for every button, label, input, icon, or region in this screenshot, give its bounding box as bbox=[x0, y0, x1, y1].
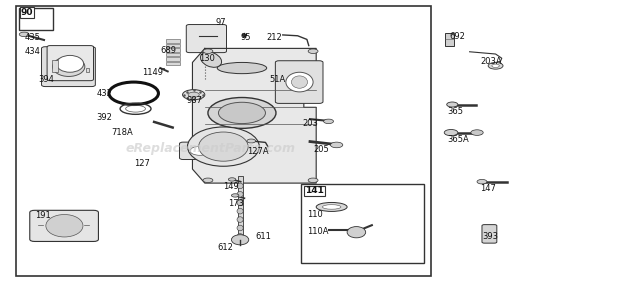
Text: 392: 392 bbox=[97, 113, 112, 122]
Bar bbox=[167, 53, 180, 56]
Ellipse shape bbox=[53, 57, 85, 76]
Ellipse shape bbox=[471, 130, 483, 135]
Ellipse shape bbox=[237, 191, 243, 197]
Circle shape bbox=[188, 92, 199, 97]
FancyBboxPatch shape bbox=[186, 25, 226, 53]
Bar bbox=[167, 39, 180, 43]
Text: 987: 987 bbox=[186, 96, 202, 105]
Circle shape bbox=[330, 142, 343, 148]
FancyBboxPatch shape bbox=[30, 210, 99, 241]
Text: 90: 90 bbox=[20, 8, 33, 17]
Bar bbox=[167, 49, 180, 52]
Bar bbox=[167, 44, 180, 47]
Circle shape bbox=[308, 178, 318, 182]
Bar bbox=[445, 33, 454, 46]
Ellipse shape bbox=[187, 127, 259, 166]
Text: 434: 434 bbox=[24, 47, 40, 56]
Text: 365A: 365A bbox=[448, 135, 469, 144]
Bar bbox=[52, 60, 58, 72]
Ellipse shape bbox=[218, 102, 265, 124]
Ellipse shape bbox=[231, 235, 249, 245]
Text: 173: 173 bbox=[228, 199, 244, 208]
Text: 612: 612 bbox=[217, 243, 233, 252]
Bar bbox=[167, 57, 180, 61]
Circle shape bbox=[445, 129, 458, 136]
Text: 611: 611 bbox=[255, 232, 272, 241]
Ellipse shape bbox=[322, 205, 341, 209]
Circle shape bbox=[190, 146, 210, 155]
Ellipse shape bbox=[46, 215, 83, 237]
Ellipse shape bbox=[291, 76, 308, 88]
Ellipse shape bbox=[200, 52, 221, 67]
Bar bbox=[16, 6, 431, 276]
Text: 718A: 718A bbox=[111, 128, 133, 137]
Ellipse shape bbox=[237, 233, 243, 239]
Text: 51A: 51A bbox=[270, 75, 286, 84]
Ellipse shape bbox=[316, 202, 347, 212]
Bar bbox=[237, 176, 243, 238]
Bar bbox=[167, 62, 180, 65]
Polygon shape bbox=[192, 49, 316, 183]
Circle shape bbox=[247, 139, 255, 143]
Text: 97: 97 bbox=[216, 17, 226, 27]
Text: 147: 147 bbox=[480, 184, 496, 193]
Ellipse shape bbox=[217, 62, 267, 74]
Text: 127A: 127A bbox=[247, 147, 268, 156]
Circle shape bbox=[182, 90, 205, 100]
FancyBboxPatch shape bbox=[482, 225, 497, 243]
Text: 110: 110 bbox=[307, 210, 322, 219]
Ellipse shape bbox=[237, 183, 243, 189]
FancyBboxPatch shape bbox=[179, 142, 221, 160]
Circle shape bbox=[203, 49, 213, 54]
Ellipse shape bbox=[56, 56, 84, 72]
Text: 203: 203 bbox=[303, 118, 319, 127]
FancyBboxPatch shape bbox=[42, 47, 95, 87]
Circle shape bbox=[324, 119, 334, 124]
Circle shape bbox=[488, 62, 503, 69]
Ellipse shape bbox=[237, 200, 243, 206]
Text: 432: 432 bbox=[97, 89, 112, 98]
Text: 1149: 1149 bbox=[142, 68, 162, 77]
Text: 95: 95 bbox=[241, 33, 251, 42]
Bar bbox=[301, 184, 425, 263]
Bar bbox=[86, 68, 89, 72]
Text: 212: 212 bbox=[267, 33, 283, 42]
Text: 130: 130 bbox=[198, 54, 215, 63]
Circle shape bbox=[19, 32, 29, 37]
FancyBboxPatch shape bbox=[47, 46, 94, 81]
Circle shape bbox=[308, 49, 318, 54]
Circle shape bbox=[231, 194, 239, 197]
Circle shape bbox=[492, 64, 499, 67]
Text: 689: 689 bbox=[161, 46, 176, 55]
Text: 127: 127 bbox=[134, 159, 149, 168]
Ellipse shape bbox=[237, 225, 243, 231]
Ellipse shape bbox=[237, 217, 243, 222]
Text: eReplacementParts.com: eReplacementParts.com bbox=[126, 142, 296, 155]
FancyBboxPatch shape bbox=[275, 61, 323, 103]
Text: 191: 191 bbox=[35, 211, 50, 220]
Bar bbox=[19, 8, 53, 30]
Text: 692: 692 bbox=[449, 32, 465, 41]
Ellipse shape bbox=[237, 208, 243, 214]
Circle shape bbox=[447, 102, 458, 107]
Circle shape bbox=[477, 179, 487, 184]
Ellipse shape bbox=[198, 132, 248, 161]
Text: 205: 205 bbox=[313, 145, 329, 154]
Ellipse shape bbox=[347, 226, 366, 238]
Text: 365: 365 bbox=[448, 107, 463, 116]
Ellipse shape bbox=[286, 72, 313, 92]
Text: 110A: 110A bbox=[307, 226, 329, 235]
Text: 393: 393 bbox=[482, 232, 498, 241]
Ellipse shape bbox=[208, 98, 276, 128]
Text: 141: 141 bbox=[305, 186, 324, 195]
Text: 435: 435 bbox=[24, 33, 40, 42]
Circle shape bbox=[203, 178, 213, 182]
Text: 203A: 203A bbox=[480, 57, 502, 66]
Text: 394: 394 bbox=[38, 75, 54, 84]
Text: 149: 149 bbox=[223, 182, 239, 191]
Circle shape bbox=[228, 178, 236, 181]
